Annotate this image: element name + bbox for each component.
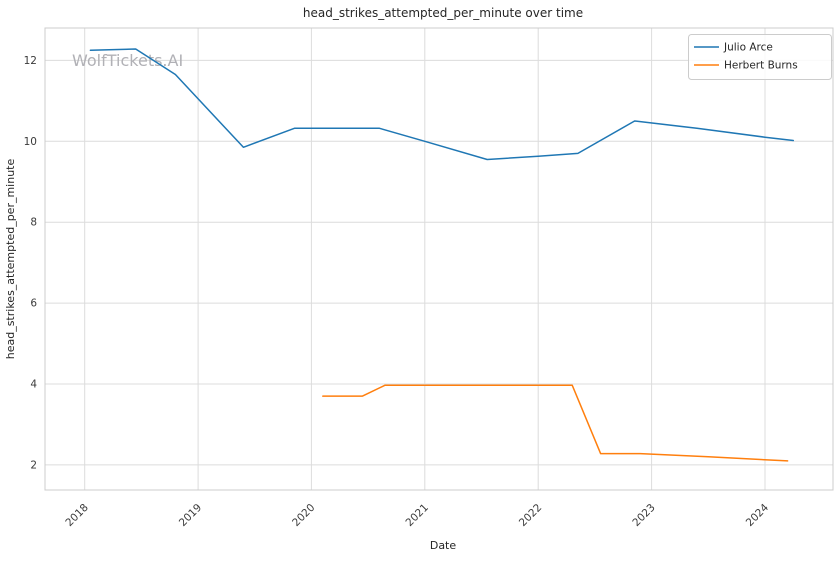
- gridlines: [45, 28, 833, 490]
- y-tick-label: 10: [24, 136, 37, 148]
- legend-box: [688, 34, 832, 80]
- legend-label-julio-arce: Julio Arce: [723, 42, 773, 54]
- chart-title: head_strikes_attempted_per_minute over t…: [303, 6, 583, 20]
- watermark: WolfTickets.AI: [72, 51, 183, 70]
- legend-label-herbert-burns: Herbert Burns: [724, 60, 798, 72]
- legend: Julio Arce Herbert Burns: [688, 34, 832, 80]
- y-tick-label: 8: [30, 217, 37, 229]
- x-tick-label: 2023: [630, 502, 657, 529]
- x-tick-label: 2022: [517, 502, 544, 529]
- series-line-herbert-burns: [322, 384, 789, 462]
- x-axis-label: Date: [430, 539, 457, 552]
- x-tick-label: 2020: [290, 502, 317, 529]
- y-tick-label: 6: [30, 298, 37, 310]
- y-tick-label: 2: [30, 459, 37, 471]
- x-tick-label: 2019: [177, 502, 204, 529]
- tick-labels: 2018 2019 2020 2021 2022 2023 2024 2 4 6 8 10 12: [24, 55, 772, 529]
- y-tick-label: 4: [30, 379, 37, 391]
- x-tick-label: 2024: [744, 501, 772, 529]
- x-tick-label: 2018: [63, 502, 90, 529]
- series-line-julio-arce: [89, 48, 795, 161]
- y-tick-label: 12: [24, 55, 37, 67]
- plot-border: [44, 27, 834, 491]
- y-axis-label: head_strikes_attempted_per_minute: [4, 159, 17, 360]
- x-tick-label: 2021: [404, 502, 431, 529]
- series-lines: [89, 48, 795, 462]
